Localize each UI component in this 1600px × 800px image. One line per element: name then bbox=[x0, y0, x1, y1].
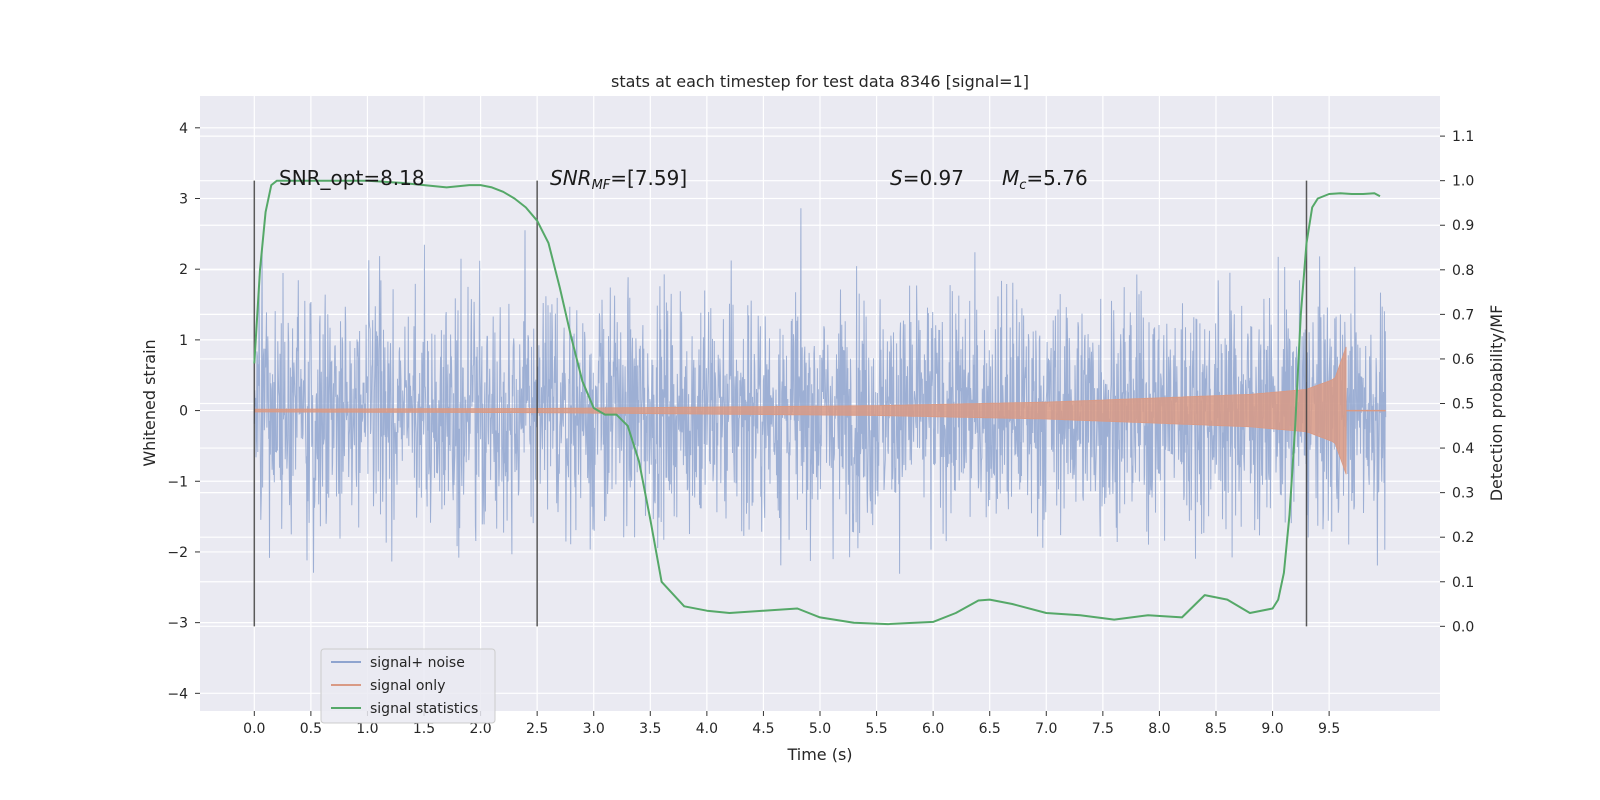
x-tick-label-13: 6.5 bbox=[979, 721, 1001, 737]
annotation-snr-mf: SNRMF=[7.59] bbox=[550, 166, 687, 193]
y-right-tick-label-2: 0.2 bbox=[1452, 530, 1474, 546]
axis-ticks: 0.0 0.5 1.0 1.5 2.0 2.5 3.0 3.5 4.0 4.5 5.0 5.5 6.0 6… bbox=[167, 121, 1474, 737]
y-left-tick-label-1: −3 bbox=[167, 616, 188, 632]
annotation-mc-sub: c bbox=[1019, 178, 1026, 193]
y-left-tick-label-7: 3 bbox=[179, 192, 188, 208]
y-right-tick-label-3: 0.3 bbox=[1452, 486, 1474, 502]
annotation-snr-mf-main: SNR bbox=[550, 166, 592, 190]
x-tick-label-2: 1.0 bbox=[356, 721, 378, 737]
x-tick-label-5: 2.5 bbox=[526, 721, 548, 737]
series-signal-noise bbox=[253, 208, 1387, 574]
y-right-tick-label-7: 0.7 bbox=[1452, 307, 1474, 323]
signal-only-band bbox=[253, 346, 1347, 475]
x-tick-label-12: 6.0 bbox=[922, 721, 944, 737]
x-tick-label-6: 3.0 bbox=[583, 721, 605, 737]
y-right-tick-label-10: 1.0 bbox=[1452, 174, 1474, 190]
y-right-tick-label-0: 0.0 bbox=[1452, 619, 1474, 635]
x-tick-label-17: 8.5 bbox=[1205, 721, 1227, 737]
y-axis-right-label: Detection probability/MF bbox=[1487, 305, 1506, 502]
x-tick-label-11: 5.5 bbox=[865, 721, 887, 737]
annotation-snr-mf-sub: MF bbox=[592, 178, 611, 193]
signal-noise-line bbox=[253, 208, 1387, 574]
x-tick-label-4: 2.0 bbox=[469, 721, 491, 737]
x-tick-label-15: 7.5 bbox=[1092, 721, 1114, 737]
x-tick-label-3: 1.5 bbox=[413, 721, 435, 737]
y-right-tick-label-6: 0.6 bbox=[1452, 352, 1474, 368]
legend-label-signal-noise: signal+ noise bbox=[370, 655, 465, 671]
y-left-tick-label-4: 0 bbox=[179, 404, 188, 420]
x-tick-label-9: 4.5 bbox=[752, 721, 774, 737]
annotation-snr-opt: SNR_opt=8.18 bbox=[279, 166, 425, 190]
x-tick-label-10: 5.0 bbox=[809, 721, 831, 737]
y-left-tick-label-5: 1 bbox=[179, 333, 188, 349]
y-right-tick-label-1: 0.1 bbox=[1452, 575, 1474, 591]
x-tick-label-0: 0.0 bbox=[243, 721, 265, 737]
y-right-tick-label-5: 0.5 bbox=[1452, 397, 1474, 413]
y-right-tick-label-8: 0.8 bbox=[1452, 263, 1474, 279]
annotation-mc-tail: =5.76 bbox=[1026, 166, 1087, 190]
x-tick-label-8: 4.0 bbox=[696, 721, 718, 737]
chart-title: stats at each timestep for test data 834… bbox=[611, 72, 1029, 91]
y-left-tick-label-3: −1 bbox=[167, 474, 188, 490]
annotation-mc-main: M bbox=[1002, 166, 1019, 190]
y-left-tick-label-0: −4 bbox=[167, 686, 188, 702]
x-tick-label-16: 8.0 bbox=[1148, 721, 1170, 737]
legend-box bbox=[320, 648, 496, 724]
y-right-tick-label-11: 1.1 bbox=[1452, 129, 1474, 145]
y-axis-left-label: Whitened strain bbox=[140, 339, 159, 466]
signal-statistics-line bbox=[253, 179, 1381, 626]
annotation-s-tail: =0.97 bbox=[903, 166, 964, 190]
x-tick-label-14: 7.0 bbox=[1035, 721, 1057, 737]
legend-label-signal-only: signal only bbox=[370, 678, 445, 694]
annotation-s-main: S bbox=[890, 166, 903, 190]
series-signal-statistics bbox=[253, 179, 1381, 626]
x-tick-label-1: 0.5 bbox=[300, 721, 322, 737]
x-tick-label-18: 9.0 bbox=[1261, 721, 1283, 737]
series-signal-only bbox=[253, 346, 1386, 475]
annotation-mc: Mc=5.76 bbox=[1002, 166, 1088, 193]
annotation-snr-mf-tail: =[7.59] bbox=[610, 166, 687, 190]
legend: signal+ noise signal only signal statist… bbox=[320, 648, 496, 724]
x-axis-label: Time (s) bbox=[786, 745, 852, 764]
y-right-tick-label-4: 0.4 bbox=[1452, 441, 1474, 457]
legend-label-signal-statistics: signal statistics bbox=[370, 701, 478, 717]
y-left-tick-label-6: 2 bbox=[179, 262, 188, 278]
x-tick-label-7: 3.5 bbox=[639, 721, 661, 737]
y-left-tick-label-8: 4 bbox=[179, 121, 188, 137]
x-tick-label-19: 9.5 bbox=[1318, 721, 1340, 737]
y-right-tick-label-9: 0.9 bbox=[1452, 218, 1474, 234]
y-left-tick-label-2: −2 bbox=[167, 545, 188, 561]
annotation-s: S=0.97 bbox=[890, 166, 964, 190]
